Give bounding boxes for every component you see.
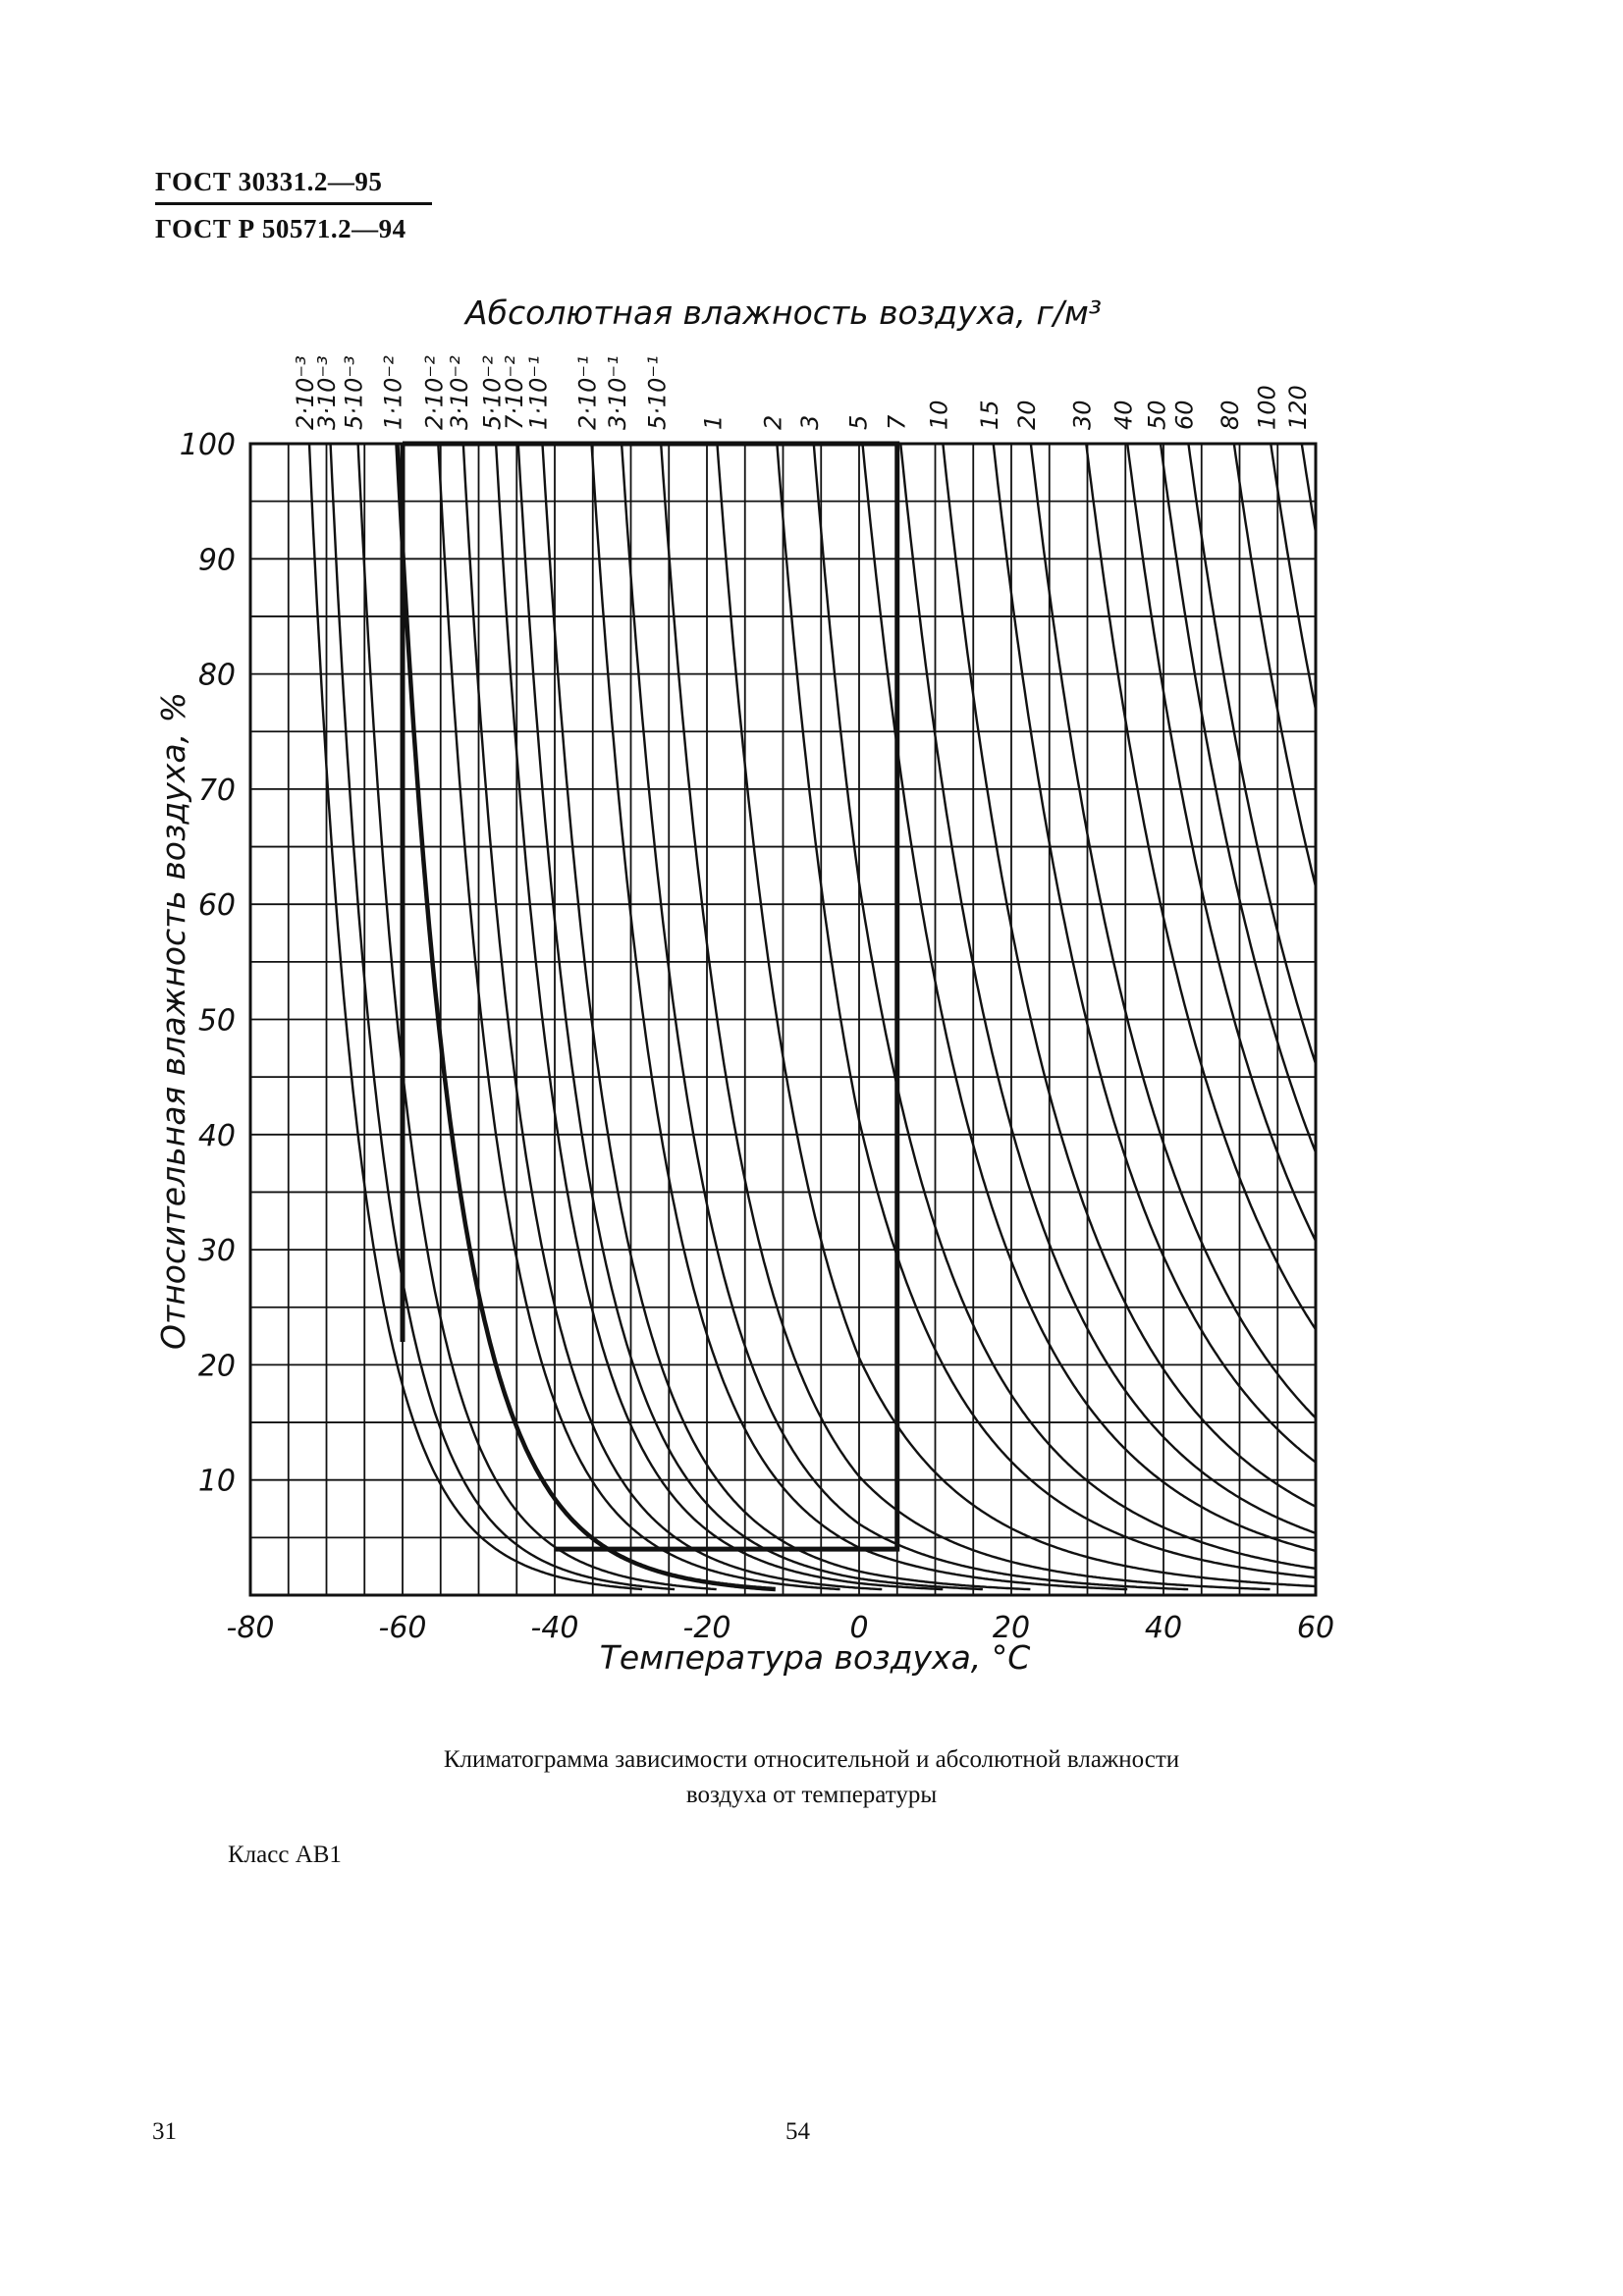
isohume-curve (1300, 444, 1316, 533)
isohume-curve (329, 444, 676, 1591)
isohume-curve (395, 444, 776, 1592)
absolute-humidity-label: 2·10⁻² (420, 355, 448, 430)
y-tick-label: 30 (198, 1234, 236, 1268)
y-tick-label: 40 (198, 1119, 236, 1153)
x-tick-label: -80 (227, 1611, 275, 1645)
absolute-humidity-label: 1·10⁻¹ (525, 355, 553, 430)
absolute-humidity-label: 40 (1110, 400, 1138, 430)
y-tick-label: 70 (198, 774, 236, 808)
absolute-humidity-label: 1 (700, 415, 728, 430)
absolute-humidity-label: 5·10⁻² (478, 355, 506, 430)
isohume-curve (861, 444, 1316, 1553)
absolute-humidity-label: 50 (1143, 400, 1170, 430)
x-tick-label: -60 (379, 1611, 427, 1645)
x-tick-label: 20 (993, 1611, 1030, 1645)
isohume-curve (776, 444, 1316, 1579)
y-tick-label: 100 (180, 428, 236, 462)
x-axis-label: Температура воздуха, °C (600, 1638, 1031, 1677)
y-tick-label: 60 (198, 888, 236, 923)
absolute-humidity-label: 5·10⁻¹ (644, 355, 672, 430)
isohume-curve (437, 444, 840, 1591)
isohume-curve (992, 444, 1316, 1464)
isohume-curve (1029, 444, 1316, 1419)
isohume-curve (1126, 444, 1316, 1242)
x-tick-label: -40 (531, 1611, 579, 1645)
absolute-humidity-label: 7 (884, 414, 911, 430)
absolute-humidity-label: 10 (926, 400, 953, 430)
isohume-curve (1187, 444, 1316, 1065)
absolute-humidity-label: 3 (796, 415, 824, 430)
page-number-center: 54 (785, 2118, 810, 2145)
isohume-curves (307, 444, 1316, 1592)
y-tick-label: 10 (198, 1465, 236, 1499)
absolute-humidity-label: 30 (1068, 400, 1096, 430)
isohume-curve (1159, 444, 1316, 1153)
absolute-humidity-label: 15 (976, 400, 1003, 430)
isohume-curve (942, 444, 1316, 1508)
isohume-curve (307, 444, 643, 1591)
y-tick-label: 50 (198, 1004, 236, 1039)
y-tick-label: 90 (198, 543, 236, 577)
standard-number-2: ГОСТ Р 50571.2—94 (155, 214, 406, 243)
isohume-curve (590, 444, 1128, 1591)
absolute-humidity-label: 3·10⁻¹ (604, 355, 631, 430)
figure-caption-line-1: Климатограмма зависимости относительной … (443, 1746, 1180, 1773)
class-label: Класс АВ1 (228, 1842, 342, 1868)
absolute-humidity-label: 3·10⁻² (446, 355, 473, 430)
isohume-curve (620, 444, 1189, 1591)
absolute-humidity-label: 2 (760, 415, 787, 430)
y-tick-label: 80 (198, 659, 236, 693)
absolute-humidity-label: 20 (1013, 400, 1041, 430)
isohume-curve (659, 444, 1271, 1591)
class-region-outline (403, 441, 900, 1552)
absolute-humidity-label: 60 (1171, 400, 1199, 430)
absolute-humidity-label: 5 (845, 415, 873, 430)
isohume-curve (899, 444, 1316, 1535)
absolute-humidity-label: 5·10⁻³ (341, 355, 368, 430)
standard-number-1: ГОСТ 30331.2—95 (155, 167, 383, 196)
x-tick-label: 0 (849, 1611, 868, 1645)
header-divider (155, 202, 432, 205)
absolute-humidity-label: 1·10⁻² (380, 355, 407, 430)
isohume-curve (1085, 444, 1316, 1331)
chart-title: Абсолютная влажность воздуха, г/м³ (463, 294, 1102, 332)
chart-labels: 2·10⁻³3·10⁻³ 5·10⁻³ 1·10⁻² 2·10⁻²3·10⁻² 5·10… (154, 294, 1334, 1677)
isohume-curve (461, 444, 883, 1591)
isohume-curve (356, 444, 717, 1591)
absolute-humidity-label: 120 (1284, 385, 1312, 430)
class-region (400, 441, 900, 1552)
chart-grid (248, 442, 1318, 1597)
x-tick-label: 60 (1297, 1611, 1334, 1645)
isohume-curve (812, 444, 1316, 1571)
absolute-humidity-label: 2·10⁻³ (292, 355, 319, 430)
isohume-curve (1232, 444, 1316, 887)
x-tick-label: -20 (683, 1611, 731, 1645)
figure-caption-line-2: воздуха от температуры (685, 1782, 938, 1808)
y-axis-label: Относительная влажность воздуха, % (154, 692, 192, 1350)
y-tick-label: 20 (198, 1349, 236, 1383)
isohume-curve (494, 444, 944, 1591)
absolute-humidity-label: 80 (1217, 400, 1244, 430)
page-number-left: 31 (152, 2118, 177, 2145)
absolute-humidity-label: 3·10⁻³ (313, 355, 341, 430)
isohume-curve (716, 444, 1316, 1588)
isohume-curve (1270, 444, 1316, 711)
absolute-humidity-label: 2·10⁻¹ (574, 355, 602, 430)
isohume-curve (516, 444, 983, 1591)
absolute-humidity-label: 7·10⁻² (501, 355, 528, 430)
isohume-curve (541, 444, 1031, 1591)
absolute-humidity-label: 100 (1253, 385, 1280, 430)
climatogram-chart: 2·10⁻³3·10⁻³ 5·10⁻³ 1·10⁻² 2·10⁻²3·10⁻² 5·10… (154, 294, 1334, 1677)
x-tick-label: 40 (1145, 1611, 1182, 1645)
